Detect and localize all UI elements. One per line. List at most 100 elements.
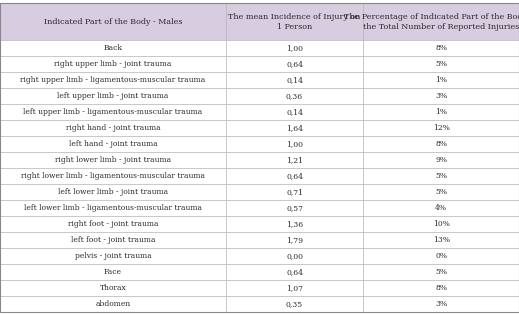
Text: right upper limb - ligamentous-muscular trauma: right upper limb - ligamentous-muscular … <box>20 76 206 84</box>
Text: right upper limb - joint trauma: right upper limb - joint trauma <box>54 60 172 68</box>
Bar <box>226 40 363 56</box>
Bar <box>363 152 519 168</box>
Text: The mean Incidence of Injury on
1 Person: The mean Incidence of Injury on 1 Person <box>228 13 361 31</box>
Bar <box>0 296 226 312</box>
Text: 1,00: 1,00 <box>286 44 303 52</box>
Text: The Percentage of Indicated Part of the Body in
the Total Number of Reported Inj: The Percentage of Indicated Part of the … <box>345 13 519 31</box>
Text: 0%: 0% <box>435 252 447 260</box>
Text: 1,07: 1,07 <box>286 284 303 292</box>
Bar <box>0 184 226 200</box>
Bar <box>226 136 363 152</box>
Text: left hand - joint trauma: left hand - joint trauma <box>69 140 157 148</box>
Bar <box>0 168 226 184</box>
Bar <box>363 136 519 152</box>
Bar <box>363 216 519 232</box>
Text: left upper limb - ligamentous-muscular trauma: left upper limb - ligamentous-muscular t… <box>23 108 202 116</box>
Bar <box>363 200 519 216</box>
Text: 5%: 5% <box>435 188 447 196</box>
Bar <box>0 40 226 56</box>
Bar <box>363 280 519 296</box>
Bar <box>0 120 226 136</box>
Bar <box>363 72 519 88</box>
Bar <box>0 216 226 232</box>
Text: right lower limb - ligamentous-muscular trauma: right lower limb - ligamentous-muscular … <box>21 172 205 180</box>
Bar <box>363 184 519 200</box>
Text: 0,64: 0,64 <box>286 172 303 180</box>
Bar <box>226 3 363 40</box>
Text: 9%: 9% <box>435 156 447 164</box>
Bar <box>0 232 226 248</box>
Text: right hand - joint trauma: right hand - joint trauma <box>65 124 160 132</box>
Bar <box>363 232 519 248</box>
Bar <box>0 72 226 88</box>
Text: 8%: 8% <box>435 140 447 148</box>
Text: Indicated Part of the Body - Males: Indicated Part of the Body - Males <box>44 18 182 25</box>
Text: 0,64: 0,64 <box>286 60 303 68</box>
Text: 3%: 3% <box>435 300 447 308</box>
Bar <box>226 248 363 264</box>
Text: 4%: 4% <box>435 204 447 212</box>
Bar <box>0 3 226 40</box>
Text: left lower limb - joint trauma: left lower limb - joint trauma <box>58 188 168 196</box>
Bar <box>226 120 363 136</box>
Bar <box>226 104 363 120</box>
Bar <box>363 296 519 312</box>
Bar <box>0 152 226 168</box>
Bar <box>0 280 226 296</box>
Bar <box>226 152 363 168</box>
Text: 1,79: 1,79 <box>286 236 303 244</box>
Text: 0,35: 0,35 <box>286 300 303 308</box>
Bar <box>0 248 226 264</box>
Bar <box>226 88 363 104</box>
Text: 1%: 1% <box>435 76 447 84</box>
Text: 0,36: 0,36 <box>286 92 303 100</box>
Text: pelvis - joint trauma: pelvis - joint trauma <box>75 252 151 260</box>
Bar <box>0 104 226 120</box>
Bar <box>363 104 519 120</box>
Text: 0,14: 0,14 <box>286 108 303 116</box>
Text: 0,00: 0,00 <box>286 252 303 260</box>
Bar <box>226 216 363 232</box>
Bar <box>226 184 363 200</box>
Bar <box>363 248 519 264</box>
Bar <box>226 280 363 296</box>
Text: 1,21: 1,21 <box>286 156 303 164</box>
Bar <box>226 296 363 312</box>
Text: 13%: 13% <box>433 236 449 244</box>
Text: 3%: 3% <box>435 92 447 100</box>
Text: Back: Back <box>103 44 122 52</box>
Text: 5%: 5% <box>435 60 447 68</box>
Bar <box>0 136 226 152</box>
Text: 0,14: 0,14 <box>286 76 303 84</box>
Text: 8%: 8% <box>435 44 447 52</box>
Bar <box>0 200 226 216</box>
Bar <box>0 56 226 72</box>
Text: 10%: 10% <box>433 220 449 228</box>
Text: 0,64: 0,64 <box>286 268 303 276</box>
Bar <box>363 168 519 184</box>
Text: right foot - joint trauma: right foot - joint trauma <box>67 220 158 228</box>
Bar <box>363 88 519 104</box>
Text: 0,57: 0,57 <box>286 204 303 212</box>
Bar <box>0 88 226 104</box>
Bar <box>363 40 519 56</box>
Text: 1,00: 1,00 <box>286 140 303 148</box>
Text: 0,71: 0,71 <box>286 188 303 196</box>
Text: 1%: 1% <box>435 108 447 116</box>
Text: 12%: 12% <box>433 124 449 132</box>
Text: right lower limb - joint trauma: right lower limb - joint trauma <box>55 156 171 164</box>
Bar <box>0 264 226 280</box>
Bar <box>226 56 363 72</box>
Bar <box>226 200 363 216</box>
Bar <box>363 3 519 40</box>
Text: abdomen: abdomen <box>95 300 130 308</box>
Bar <box>226 232 363 248</box>
Text: 5%: 5% <box>435 172 447 180</box>
Bar <box>226 264 363 280</box>
Text: 5%: 5% <box>435 268 447 276</box>
Text: Face: Face <box>104 268 122 276</box>
Bar <box>363 264 519 280</box>
Text: left upper limb - joint trauma: left upper limb - joint trauma <box>57 92 169 100</box>
Bar <box>226 168 363 184</box>
Bar <box>363 56 519 72</box>
